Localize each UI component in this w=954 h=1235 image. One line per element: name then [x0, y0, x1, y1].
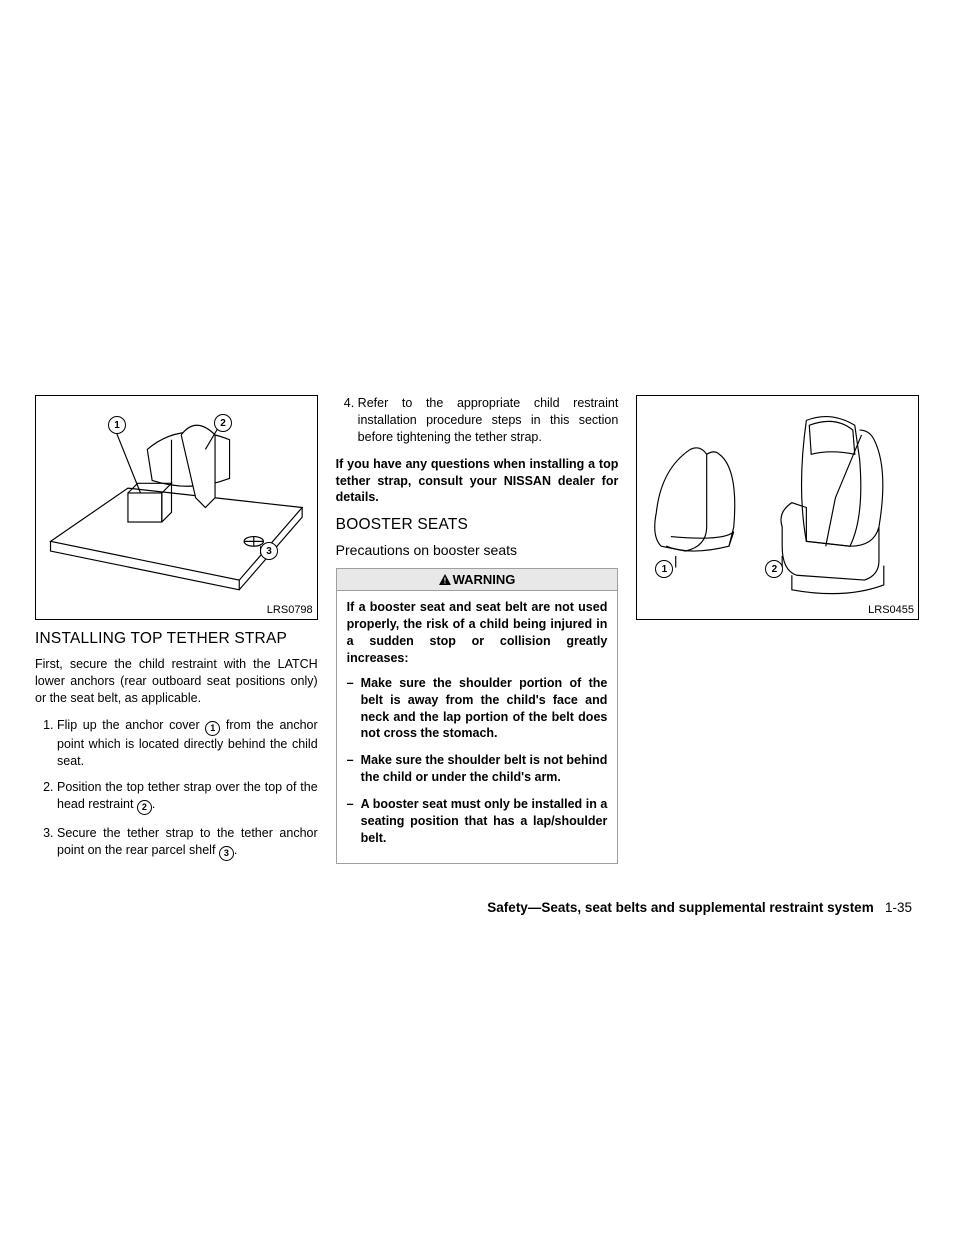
column-2: Refer to the appropriate child restraint…	[336, 395, 619, 871]
warning-item-2: Make sure the shoulder belt is not behin…	[361, 752, 608, 786]
inline-circ-1: 1	[205, 721, 220, 736]
page-footer: Safety—Seats, seat belts and supplementa…	[487, 900, 912, 915]
inline-circ-3: 3	[219, 846, 234, 861]
heading-booster-seats: BOOSTER SEATS	[336, 516, 619, 534]
callout-2: 2	[214, 414, 232, 432]
step2-part-a: Position the top tether strap over the t…	[57, 780, 318, 811]
step-4: Refer to the appropriate child restraint…	[358, 395, 619, 446]
page-content: 1 2 3 LRS0798 INSTALLING TOP TETHER STRA…	[35, 395, 919, 871]
figure-tether-strap: 1 2 3 LRS0798	[35, 395, 318, 620]
svg-text:!: !	[443, 577, 446, 586]
tether-illustration	[36, 396, 317, 619]
inline-circ-2: 2	[137, 800, 152, 815]
install-steps-cont: Refer to the appropriate child restraint…	[336, 395, 619, 446]
step1-part-a: Flip up the anchor cover	[57, 718, 205, 732]
figure-code-right: LRS0455	[868, 604, 914, 616]
warning-icon: !	[439, 574, 451, 585]
step3-part-b: .	[234, 843, 237, 857]
subheading-precautions: Precautions on booster seats	[336, 542, 619, 558]
install-steps: Flip up the anchor cover 1 from the anch…	[35, 717, 318, 862]
warning-header: ! WARNING	[336, 568, 619, 591]
step-2: Position the top tether strap over the t…	[57, 779, 318, 815]
figure-code: LRS0798	[267, 604, 313, 616]
heading-installing-tether: INSTALLING TOP TETHER STRAP	[35, 630, 318, 648]
warning-item-3: A booster seat must only be installed in…	[361, 796, 608, 847]
column-3: 1 2 LRS0455	[636, 395, 919, 871]
warning-box: If a booster seat and seat belt are not …	[336, 591, 619, 863]
warning-list: Make sure the shoulder portion of the be…	[347, 675, 608, 847]
footer-page-number: 1-35	[885, 900, 912, 915]
step3-part-a: Secure the tether strap to the tether an…	[57, 826, 318, 857]
step2-part-b: .	[152, 797, 155, 811]
step-1: Flip up the anchor cover 1 from the anch…	[57, 717, 318, 770]
booster-illustration	[637, 396, 918, 619]
step-3: Secure the tether strap to the tether an…	[57, 825, 318, 861]
callout-1: 1	[108, 416, 126, 434]
consult-dealer: If you have any questions when installin…	[336, 456, 619, 507]
figure-booster-seats: 1 2 LRS0455	[636, 395, 919, 620]
footer-section: Safety—Seats, seat belts and supplementa…	[487, 900, 873, 915]
warning-label: WARNING	[453, 572, 516, 587]
intro-text: First, secure the child restraint with t…	[35, 656, 318, 707]
column-1: 1 2 3 LRS0798 INSTALLING TOP TETHER STRA…	[35, 395, 318, 871]
warning-item-1: Make sure the shoulder portion of the be…	[361, 675, 608, 743]
warning-lead: If a booster seat and seat belt are not …	[347, 599, 608, 667]
callout-3: 3	[260, 542, 278, 560]
